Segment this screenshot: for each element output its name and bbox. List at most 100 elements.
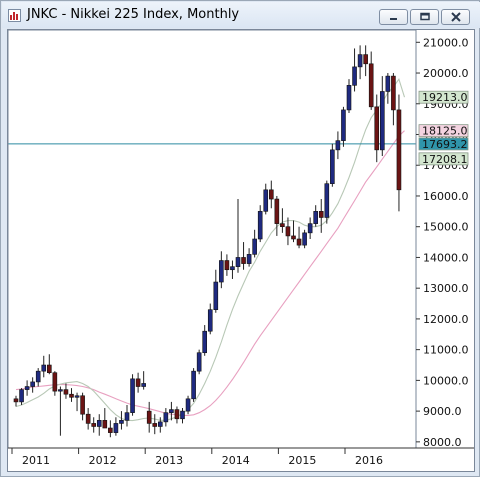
y-tick-label: 9000.0 — [423, 405, 462, 418]
x-tick-label: 2016 — [355, 454, 383, 467]
candle-body — [268, 189, 274, 200]
candle-body — [141, 383, 146, 387]
candle-body — [341, 109, 346, 141]
candle-body — [85, 413, 91, 424]
restore-button[interactable] — [410, 9, 439, 25]
candle-body — [246, 254, 252, 264]
y-tick-label: 20000.0 — [423, 67, 469, 80]
candle-body — [224, 260, 230, 271]
price-tag — [418, 124, 469, 138]
candle-body — [396, 109, 402, 191]
candle-body — [152, 423, 158, 427]
candle-body — [385, 75, 391, 92]
candle-body — [391, 75, 396, 111]
candle-body — [163, 412, 169, 423]
restore-icon — [419, 12, 430, 21]
candle-body — [24, 386, 30, 390]
chart-frame: 8000.0 9000.0 10000.0 11000.0 12000.0 13000.0… — [7, 29, 475, 472]
y-tick-label: 11000.0 — [423, 344, 469, 357]
moving-average-short-line — [15, 77, 406, 422]
candle-body — [146, 410, 152, 424]
app-icon — [8, 9, 21, 22]
minimize-button[interactable] — [379, 9, 408, 25]
candle-body — [46, 364, 52, 373]
y-tick-label: 10000.0 — [423, 374, 469, 387]
price-tag-label: 17208.1 — [422, 153, 468, 166]
candle-body — [30, 381, 35, 387]
price-tag — [418, 137, 469, 151]
candle-body — [379, 91, 385, 151]
candle-body — [302, 232, 307, 246]
x-tick-label: 2014 — [222, 454, 250, 467]
candle-body — [213, 281, 219, 310]
moving-average-long-line — [15, 130, 405, 416]
candle-body — [363, 54, 368, 65]
candle-body — [307, 223, 313, 234]
candle-body — [219, 260, 224, 283]
price-tag-label: 18125.0 — [422, 125, 468, 138]
x-tick-label: 2013 — [155, 454, 183, 467]
y-tick-label: 21000.0 — [423, 36, 469, 49]
candle-body — [207, 309, 213, 332]
candle-body — [252, 238, 257, 255]
candle-body — [180, 410, 185, 420]
title-bar[interactable]: JNKC - Nikkei 225 Index, Monthly — [2, 2, 480, 28]
candle-body — [274, 198, 280, 224]
candle-body — [91, 423, 96, 427]
y-tick-label: 13000.0 — [423, 282, 469, 295]
candle-body — [113, 423, 119, 433]
candle-body — [257, 211, 263, 240]
y-tick-label: 12000.0 — [423, 313, 469, 326]
y-tick-label: 14000.0 — [423, 251, 469, 264]
candle-body — [241, 257, 246, 264]
candle-body — [96, 420, 102, 427]
price-chart[interactable]: 8000.0 9000.0 10000.0 11000.0 12000.0 13000.0… — [7, 29, 474, 471]
candle-body — [296, 238, 302, 246]
candle-body — [158, 421, 163, 427]
candle-body — [313, 211, 319, 224]
candle-body — [335, 140, 341, 151]
candle-body — [318, 211, 324, 218]
candle-body — [291, 235, 296, 240]
candle-body — [263, 189, 269, 212]
close-button[interactable] — [441, 9, 470, 25]
candle-body — [357, 54, 363, 68]
candle-body — [196, 352, 202, 372]
candle-body — [52, 372, 58, 392]
candle-body — [19, 389, 24, 403]
candle-body — [324, 183, 330, 218]
x-tick-label: 2012 — [89, 454, 117, 467]
candle-body — [191, 370, 196, 400]
candle-body — [58, 389, 63, 392]
candle-body — [108, 427, 113, 433]
candle-body — [63, 389, 69, 395]
candle-body — [35, 370, 41, 383]
candle-body — [174, 409, 180, 420]
window-title: JNKC - Nikkei 225 Index, Monthly — [27, 7, 240, 22]
candle-body — [119, 420, 124, 424]
candle-body — [230, 266, 235, 271]
candle-body — [330, 149, 335, 184]
candle-body — [69, 393, 74, 398]
minimize-icon — [389, 18, 397, 20]
price-tag-label: 19213.0 — [422, 91, 468, 104]
candle-body — [130, 378, 135, 413]
candle-body — [285, 226, 291, 237]
candle-body — [368, 63, 374, 108]
candle-body — [13, 398, 19, 403]
candle-body — [280, 223, 285, 228]
candle-body — [235, 257, 241, 267]
candle-body — [352, 66, 357, 86]
candle-body — [346, 85, 352, 111]
candle-body — [74, 395, 80, 398]
y-tick-label: 16000.0 — [423, 190, 469, 203]
y-tick-label: 15000.0 — [423, 221, 469, 234]
candle-body — [185, 398, 191, 412]
candle-body — [169, 409, 174, 413]
x-tick-label: 2011 — [22, 454, 50, 467]
close-icon — [450, 12, 461, 22]
price-tag — [418, 90, 469, 104]
price-tag-label: 17693.2 — [422, 138, 468, 151]
price-tag — [418, 152, 469, 166]
